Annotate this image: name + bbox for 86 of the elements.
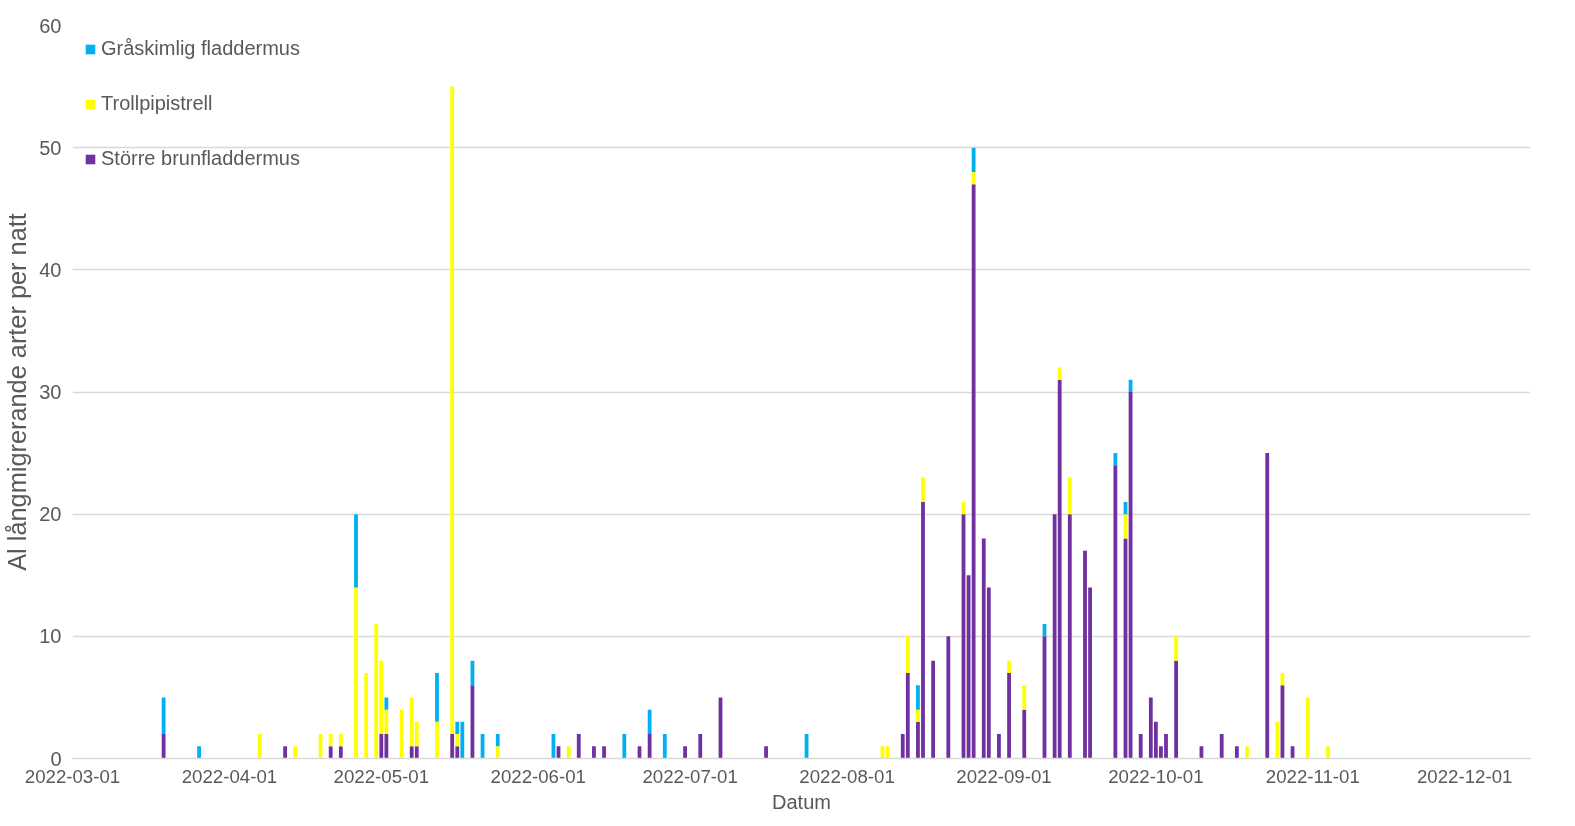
x-tick-label: 2022-09-01: [956, 765, 1052, 787]
bar: [338, 746, 343, 759]
bar: [1275, 721, 1280, 759]
bar: [622, 734, 627, 759]
bar: [916, 685, 920, 710]
bar: [1174, 660, 1179, 759]
bar: [1057, 367, 1062, 380]
bar: [1219, 734, 1224, 759]
bar: [1138, 734, 1143, 759]
bar: [764, 746, 768, 759]
bar: [495, 734, 500, 747]
bar: [283, 746, 288, 759]
bar: [161, 734, 166, 759]
bar: [683, 746, 687, 759]
bar: [450, 734, 455, 759]
legend-label: Gråskimlig fladdermus: [101, 37, 300, 60]
bar: [197, 746, 201, 759]
bar: [293, 746, 298, 759]
y-tick-label: 40: [39, 258, 62, 281]
bar: [647, 709, 652, 735]
bar: [1007, 660, 1011, 673]
bar: [946, 636, 951, 759]
bar: [1022, 685, 1027, 710]
bar: [1067, 477, 1072, 515]
bar: [354, 587, 358, 759]
bar: [354, 514, 358, 588]
bar: [662, 734, 667, 759]
bar: [1305, 697, 1310, 759]
x-tick-label: 2022-08-01: [799, 765, 895, 787]
y-tick-label: 60: [39, 14, 62, 37]
x-axis-title: Datum: [772, 790, 831, 813]
bar: [971, 172, 976, 185]
bar: [1245, 746, 1249, 759]
bar: [455, 734, 460, 747]
bar: [576, 734, 581, 759]
y-tick-label: 20: [39, 503, 62, 526]
bar: [566, 746, 571, 759]
bar: [1022, 709, 1027, 759]
bar: [1113, 465, 1118, 759]
bar: [1326, 746, 1330, 759]
x-tick-label: 2022-11-01: [1265, 765, 1360, 787]
y-axis-title: Al långmigrerande arter per natt: [3, 213, 32, 571]
bar: [374, 624, 379, 759]
bar: [435, 721, 439, 759]
y-tick-label: 30: [39, 381, 62, 403]
y-tick-label: 50: [39, 136, 62, 159]
bar: [257, 734, 262, 759]
bar: [338, 734, 343, 747]
bar: [1113, 453, 1118, 466]
bar: [1234, 746, 1239, 759]
bar: [364, 672, 369, 759]
bar: [161, 697, 166, 735]
legend-label: Trollpipistrell: [101, 92, 213, 115]
bar: [602, 746, 606, 759]
bar: [1057, 379, 1062, 759]
bar: [1265, 453, 1270, 759]
bar: [450, 86, 455, 735]
bar: [931, 660, 936, 759]
legend-label: Större brunfladdermus: [101, 147, 300, 170]
x-tick-label: 2022-06-01: [490, 765, 586, 787]
bar: [495, 746, 500, 759]
y-tick-label: 10: [39, 625, 62, 648]
bar: [379, 734, 384, 759]
bar: [905, 672, 910, 759]
bar: [971, 184, 976, 759]
bar: [1174, 636, 1179, 661]
bar: [997, 734, 1001, 759]
bar: [647, 734, 652, 759]
bar: [328, 746, 333, 759]
bar: [905, 636, 910, 673]
x-tick-label: 2022-12-01: [1416, 765, 1513, 787]
bar: [384, 697, 389, 710]
bar: [916, 709, 920, 722]
bar: [698, 734, 703, 759]
x-tick-label: 2022-10-01: [1108, 765, 1204, 787]
bar: [414, 746, 419, 759]
x-tick-label: 2022-04-01: [181, 765, 278, 787]
bar: [921, 477, 925, 502]
x-tick-label: 2022-07-01: [642, 765, 738, 787]
x-tick-label: 2022-05-01: [333, 765, 430, 787]
bar: [592, 746, 596, 759]
bar: [435, 672, 439, 722]
bar: [971, 147, 976, 173]
bar: [1007, 672, 1011, 759]
bar: [1067, 514, 1072, 759]
bar: [328, 734, 333, 747]
